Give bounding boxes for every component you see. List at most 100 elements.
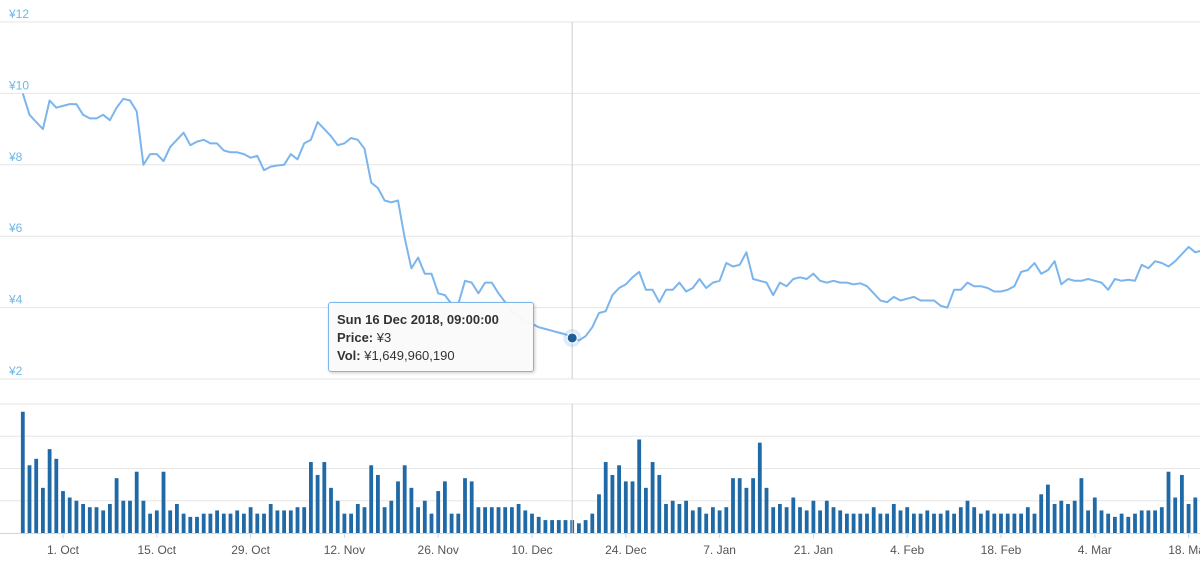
volume-bar xyxy=(1039,494,1044,533)
x-tick-label: 12. Nov xyxy=(324,543,365,557)
volume-bar xyxy=(757,442,762,533)
volume-bar xyxy=(1019,513,1023,533)
volume-bar xyxy=(1005,513,1010,533)
volume-bar xyxy=(791,497,796,533)
volume-bar xyxy=(382,507,387,533)
volume-bar xyxy=(429,513,434,533)
volume-bar xyxy=(912,513,916,533)
y-tick-label: ¥10 xyxy=(8,78,29,92)
volume-bar xyxy=(268,503,273,533)
volume-bar xyxy=(664,503,668,533)
volume-bar xyxy=(979,513,983,533)
volume-bar xyxy=(865,513,869,533)
volume-bar xyxy=(34,458,39,533)
x-tick-label: 15. Oct xyxy=(137,543,176,557)
y-tick-label: ¥12 xyxy=(8,7,29,21)
x-tick-label: 4. Feb xyxy=(890,543,924,557)
volume-bar xyxy=(295,507,300,533)
volume-bar xyxy=(1059,500,1064,533)
volume-bar xyxy=(369,465,374,533)
volume-bar xyxy=(1166,471,1171,533)
volume-bar xyxy=(61,491,65,533)
volume-bar xyxy=(235,510,240,533)
volume-bar xyxy=(67,497,72,533)
x-tick-label: 26. Nov xyxy=(418,543,459,557)
volume-bar xyxy=(1139,510,1144,533)
volume-bar xyxy=(851,513,856,533)
volume-bar xyxy=(376,474,380,533)
volume-bar xyxy=(1119,513,1124,533)
volume-bar xyxy=(20,411,25,533)
y-tick-label: ¥8 xyxy=(8,150,23,164)
tooltip-price: Price: ¥3 xyxy=(337,330,392,345)
volume-bar xyxy=(101,510,106,533)
volume-bar xyxy=(1092,497,1097,533)
volume-bar xyxy=(972,507,977,533)
volume-bar xyxy=(530,513,534,533)
tooltip: Sun 16 Dec 2018, 09:00:00 Price: ¥3 Vol:… xyxy=(328,302,534,372)
volume-bar xyxy=(181,513,186,533)
volume-bar xyxy=(1106,513,1111,533)
volume-bar xyxy=(677,503,682,533)
volume-bar xyxy=(288,510,293,533)
volume-bar xyxy=(322,462,327,533)
x-tick-label: 10. Dec xyxy=(511,543,552,557)
volume-bar xyxy=(932,513,936,533)
volume-bar xyxy=(784,507,789,533)
volume-bar xyxy=(329,487,333,533)
volume-bar xyxy=(516,503,521,533)
volume-bar xyxy=(114,478,119,533)
volume-bar xyxy=(845,513,849,533)
volume-bar xyxy=(690,510,695,533)
volume-bar xyxy=(1072,500,1077,533)
volume-bar xyxy=(41,487,45,533)
volume-bar xyxy=(496,507,501,533)
volume-bar xyxy=(168,510,173,533)
volume-bar xyxy=(1012,513,1017,533)
volume-bar xyxy=(215,510,219,533)
volume-bar xyxy=(630,481,635,533)
volume-bar xyxy=(563,520,568,533)
volume-bar xyxy=(416,507,420,533)
volume-bar xyxy=(409,487,414,533)
volume-bar xyxy=(1193,497,1198,533)
volume-bar xyxy=(717,510,722,533)
volume-bar xyxy=(1052,503,1057,533)
volume-bar xyxy=(623,481,628,533)
volume-bar xyxy=(463,478,467,533)
volume-bar xyxy=(201,513,206,533)
volume-bar xyxy=(349,513,353,533)
volume-bar xyxy=(583,520,588,533)
volume-bar xyxy=(242,513,246,533)
volume-bar xyxy=(1086,510,1090,533)
volume-bar xyxy=(543,520,548,533)
volume-bar xyxy=(751,478,755,533)
volume-bar xyxy=(469,481,474,533)
volume-bar xyxy=(282,510,286,533)
volume-bar xyxy=(161,471,166,533)
volume-bar xyxy=(670,500,675,533)
y-tick-label: ¥6 xyxy=(8,221,23,235)
volume-bar xyxy=(684,500,688,533)
volume-bar xyxy=(657,474,662,533)
tooltip-volume: Vol: ¥1,649,960,190 xyxy=(337,348,455,363)
volume-bar xyxy=(74,500,79,533)
volume-bar xyxy=(918,513,923,533)
volume-bar xyxy=(1079,478,1084,533)
volume-bar xyxy=(1180,474,1184,533)
y-tick-label: ¥2 xyxy=(8,364,23,378)
volume-bar xyxy=(831,507,836,533)
volume-bar xyxy=(1126,516,1131,533)
volume-bar xyxy=(355,503,360,533)
volume-bar xyxy=(871,507,876,533)
volume-bar xyxy=(27,465,32,533)
volume-bar xyxy=(731,478,735,533)
volume-bar xyxy=(905,507,910,533)
volume-bar xyxy=(208,513,213,533)
x-tick-label: 4. Mar xyxy=(1078,543,1112,557)
volume-bar xyxy=(704,513,709,533)
volume-bar xyxy=(724,507,729,533)
hover-point[interactable] xyxy=(566,332,578,344)
volume-bar xyxy=(891,503,896,533)
